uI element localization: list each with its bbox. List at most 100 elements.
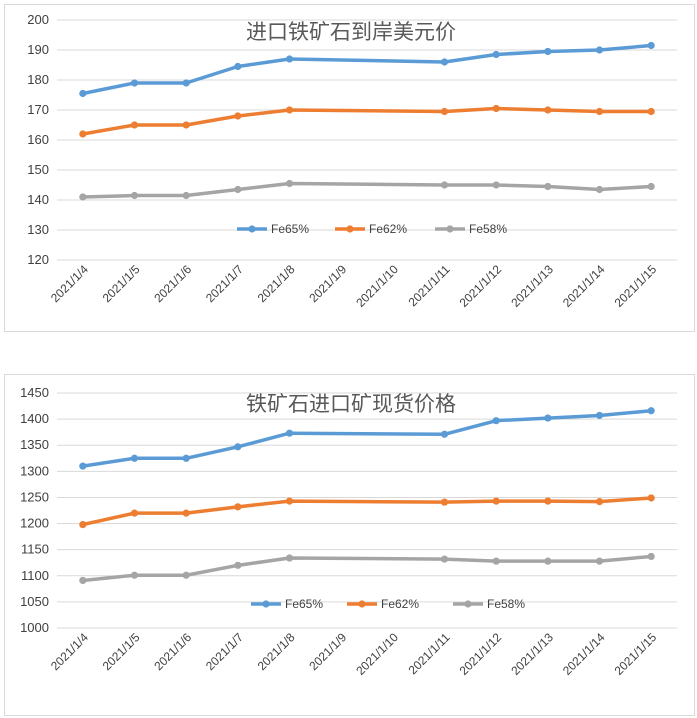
legend-label: Fe62% (369, 222, 407, 236)
y-tick-label: 160 (27, 132, 49, 147)
data-point (285, 179, 294, 188)
y-tick-label: 1400 (20, 411, 49, 426)
x-tick-label: 2021/1/12 (457, 630, 505, 678)
data-point (647, 182, 655, 191)
y-tick-label: 190 (27, 42, 49, 57)
x-tick-label: 2021/1/12 (457, 262, 505, 310)
legend-marker (358, 600, 366, 608)
data-point (647, 552, 655, 561)
data-point (234, 62, 242, 71)
y-tick-label: 1450 (20, 385, 49, 400)
data-point (595, 411, 604, 420)
x-tick-label: 2021/1/9 (306, 262, 349, 305)
data-point (285, 106, 294, 114)
x-tick-label: 2021/1/15 (612, 630, 660, 678)
x-tick-label: 2021/1/11 (406, 262, 453, 309)
chart-iron-ore-cif-usd: 120 130 140 150 160 170 180 190 200 2021/1/4 2021/… (4, 4, 695, 332)
x-tick-label: 2021/1/10 (353, 262, 401, 310)
data-point (492, 417, 500, 425)
data-point (595, 107, 604, 116)
data-point (234, 185, 242, 194)
data-point (595, 498, 604, 506)
y-tick-label: 1300 (20, 463, 49, 478)
y-tick-label: 170 (27, 102, 49, 117)
x-tick-label: 2021/1/8 (255, 262, 298, 305)
legend-label: Fe65% (285, 597, 323, 611)
data-point (440, 555, 449, 563)
data-point (285, 55, 294, 63)
data-point (234, 561, 242, 569)
data-point (492, 181, 500, 189)
data-point (595, 185, 604, 194)
y-tick-label: 180 (27, 72, 49, 87)
data-point (544, 182, 552, 191)
data-point (285, 497, 294, 505)
y-tick-label: 120 (27, 252, 49, 267)
x-tick-label: 2021/1/8 (255, 630, 298, 673)
data-point (647, 407, 655, 415)
data-point (440, 498, 449, 506)
y-tick-label: 1000 (20, 620, 49, 635)
data-point (544, 497, 552, 505)
y-tick-label: 140 (27, 192, 49, 207)
data-point (595, 46, 604, 54)
chart-2-plot: 1000 1050 1100 1150 1200 1250 1300 1350 1400 1450… (20, 385, 677, 678)
x-tick-label: 2021/1/7 (203, 630, 246, 673)
x-tick-label: 2021/1/14 (560, 630, 608, 678)
y-tick-label: 130 (27, 222, 49, 237)
data-point (130, 121, 139, 129)
data-point (492, 50, 500, 59)
x-tick-label: 2021/1/14 (560, 262, 608, 310)
data-point (182, 509, 190, 517)
data-point (182, 454, 190, 462)
chart-title: 铁矿石进口矿现货价格 (246, 392, 456, 416)
legend-marker (346, 225, 354, 233)
legend-label: Fe62% (381, 597, 419, 611)
data-point (647, 107, 655, 116)
x-tick-label: 2021/1/7 (203, 262, 246, 305)
data-point (492, 104, 500, 113)
legend-label: Fe58% (469, 222, 507, 236)
y-tick-label: 1250 (20, 489, 49, 504)
x-tick-label: 2021/1/4 (48, 630, 91, 673)
series-line-fe58pct (81, 554, 653, 583)
data-point (79, 130, 87, 138)
x-tick-label: 2021/1/6 (151, 630, 194, 673)
x-tick-label: 2021/1/9 (306, 630, 349, 673)
x-tick-label: 2021/1/13 (508, 262, 556, 310)
data-point (440, 58, 449, 66)
data-point (440, 181, 449, 189)
data-point (234, 443, 242, 451)
data-point (79, 462, 87, 470)
y-tick-label: 1100 (21, 568, 49, 583)
data-point (595, 557, 604, 565)
data-point (182, 571, 190, 579)
data-point (647, 41, 655, 50)
series-line-fe65pct (81, 43, 653, 96)
data-point (182, 121, 190, 129)
chart-iron-ore-spot-price: 1000 1050 1100 1150 1200 1250 1300 1350 1400 1450… (4, 374, 695, 716)
x-tick-label: 2021/1/6 (151, 262, 194, 305)
chart-title: 进口铁矿石到岸美元价 (246, 20, 456, 44)
y-tick-label: 1050 (20, 594, 49, 609)
x-tick-label: 2021/1/4 (48, 262, 91, 305)
data-point (492, 497, 500, 505)
legend-marker (446, 225, 454, 233)
x-tick-label: 2021/1/5 (100, 262, 143, 305)
series-line-fe62pct (81, 106, 653, 136)
data-point (492, 557, 500, 565)
data-point (79, 89, 87, 98)
x-tick-label: 2021/1/10 (353, 630, 401, 678)
x-tick-label: 2021/1/13 (508, 630, 556, 678)
legend-label: Fe58% (487, 597, 525, 611)
data-point (182, 79, 190, 87)
data-point (79, 576, 87, 585)
data-point (544, 47, 552, 56)
data-point (544, 557, 552, 565)
data-point (130, 191, 139, 200)
data-point (440, 430, 449, 438)
y-tick-label: 1350 (20, 437, 49, 452)
y-tick-label: 1200 (20, 516, 49, 531)
legend-label: Fe65% (271, 222, 309, 236)
